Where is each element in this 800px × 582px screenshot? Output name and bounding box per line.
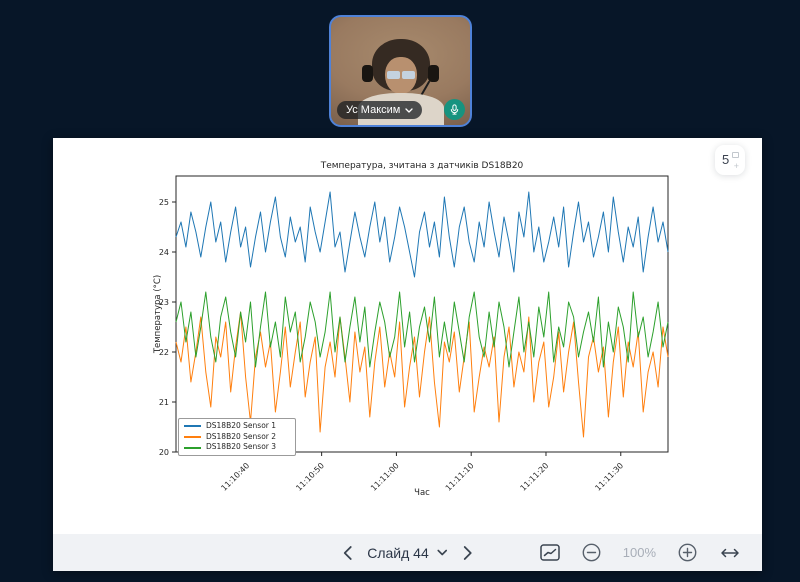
legend-label: DS18B20 Sensor 1 bbox=[206, 421, 277, 430]
svg-text:Температура (°C): Температура (°C) bbox=[153, 275, 163, 354]
legend-line-swatch bbox=[184, 446, 201, 449]
svg-text:11:10:50: 11:10:50 bbox=[294, 461, 326, 493]
glasses-right-lens bbox=[401, 71, 415, 79]
svg-text:25: 25 bbox=[159, 198, 169, 207]
person-face bbox=[384, 57, 417, 94]
slide-number-label: Слайд 44 bbox=[367, 544, 429, 561]
svg-text:22: 22 bbox=[159, 348, 169, 357]
next-slide-button[interactable] bbox=[463, 545, 473, 561]
presentation-panel: Температура, зчитана з датчиків DS18B20 Ч… bbox=[53, 138, 762, 571]
chart-tool-button[interactable] bbox=[540, 544, 560, 561]
chevron-left-icon bbox=[343, 545, 352, 560]
svg-text:Час: Час bbox=[414, 488, 430, 498]
svg-text:21: 21 bbox=[159, 398, 169, 407]
slide-selector[interactable]: Слайд 44 bbox=[367, 545, 448, 561]
legend-line-swatch bbox=[184, 435, 201, 438]
mic-status-button[interactable] bbox=[444, 99, 465, 120]
glasses-left-lens bbox=[386, 71, 400, 79]
presentation-toolbar: Слайд 44 bbox=[53, 534, 762, 571]
view-controls: 100% bbox=[540, 534, 741, 571]
svg-text:24: 24 bbox=[159, 248, 169, 257]
prev-slide-button[interactable] bbox=[342, 545, 352, 561]
participant-name-pill[interactable]: Ус Максим bbox=[337, 101, 423, 119]
fit-width-button[interactable] bbox=[719, 547, 741, 559]
legend-line-swatch bbox=[184, 425, 201, 428]
chevron-down-icon bbox=[437, 549, 448, 556]
svg-text:23: 23 bbox=[159, 298, 169, 307]
temperature-chart: Температура, зчитана з датчиків DS18B20 Ч… bbox=[153, 161, 669, 498]
panel-square-icon bbox=[732, 152, 739, 158]
zoom-in-button[interactable] bbox=[678, 543, 697, 562]
zoom-level-label: 100% bbox=[622, 545, 656, 560]
legend-item-sensor1: DS18B20 Sensor 1 bbox=[184, 421, 289, 431]
legend-label: DS18B20 Sensor 3 bbox=[206, 442, 277, 452]
legend-item-sensor3: DS18B20 Sensor 3 bbox=[184, 443, 289, 452]
legend-item-sensor2: DS18B20 Sensor 2 bbox=[184, 431, 289, 442]
participant-name-label: Ус Максим bbox=[346, 103, 401, 116]
svg-text:11:11:30: 11:11:30 bbox=[593, 461, 625, 493]
microphone-icon bbox=[450, 104, 459, 115]
headphone-right bbox=[428, 65, 439, 82]
plus-circle-icon bbox=[678, 543, 697, 562]
svg-text:11:11:00: 11:11:00 bbox=[369, 461, 401, 493]
svg-text:11:11:10: 11:11:10 bbox=[444, 461, 476, 493]
slide-panel-fab[interactable]: 5 + bbox=[715, 145, 745, 175]
slide-navigation: Слайд 44 bbox=[342, 534, 473, 571]
svg-text:11:10:40: 11:10:40 bbox=[219, 461, 251, 493]
svg-text:20: 20 bbox=[159, 448, 169, 457]
chart-legend: DS18B20 Sensor 1 DS18B20 Sensor 2 DS18B2… bbox=[178, 418, 296, 456]
webcam-tile: Ус Максим bbox=[329, 15, 472, 127]
svg-text:11:11:20: 11:11:20 bbox=[519, 461, 551, 493]
legend-label: DS18B20 Sensor 2 bbox=[206, 431, 277, 441]
svg-text:Температура, зчитана з датчикі: Температура, зчитана з датчиків DS18B20 bbox=[320, 161, 524, 171]
chevron-down-icon bbox=[405, 107, 414, 113]
minus-circle-icon bbox=[582, 543, 601, 562]
fab-count-label: 5 bbox=[722, 152, 730, 167]
slide-area: Температура, зчитана з датчиків DS18B20 Ч… bbox=[53, 138, 762, 534]
zoom-out-button[interactable] bbox=[582, 543, 601, 562]
headphone-left bbox=[362, 65, 373, 82]
plus-icon: + bbox=[733, 161, 739, 171]
trend-chart-icon bbox=[540, 544, 560, 561]
horizontal-arrows-icon bbox=[721, 548, 739, 557]
chevron-right-icon bbox=[463, 545, 472, 560]
